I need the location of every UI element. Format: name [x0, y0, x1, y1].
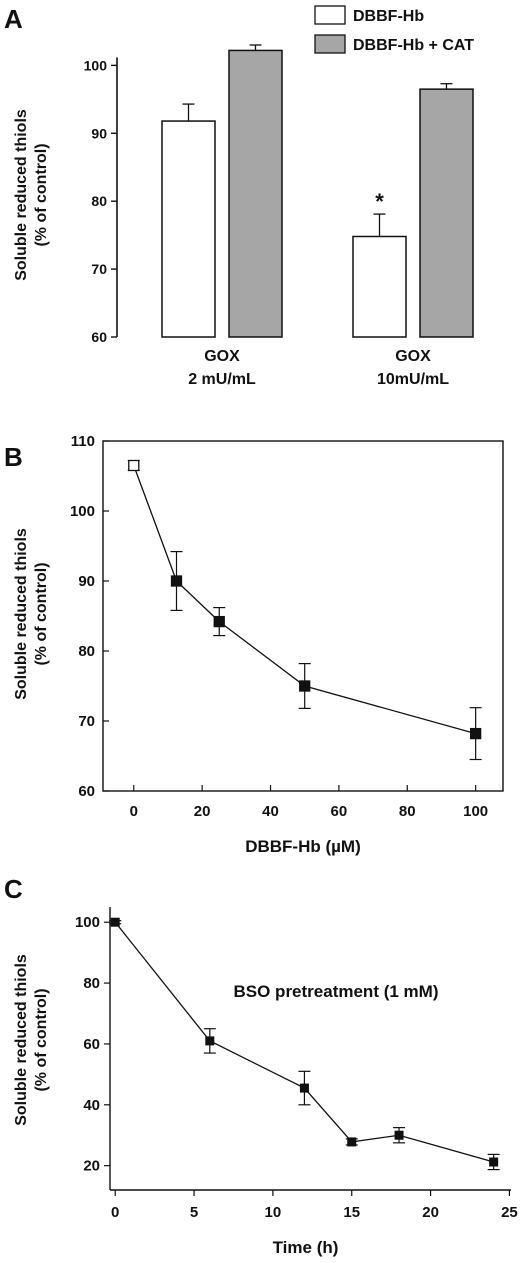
- bar-dbbf-hb: [352, 235, 407, 338]
- y-tick-label: 100: [75, 914, 100, 931]
- data-point: [469, 727, 482, 740]
- data-point: [394, 1130, 404, 1140]
- panel-b: B Soluble reduced thiols (% of control) 60 7…: [4, 433, 504, 856]
- category-label: 10mU/mL: [377, 371, 449, 388]
- data-point: [299, 680, 311, 692]
- panel-label: B: [4, 442, 23, 472]
- x-tick-label: 10: [265, 1204, 282, 1221]
- x-tick-label: 60: [331, 803, 348, 820]
- data-point: [347, 1137, 357, 1147]
- y-tick-label: 20: [83, 1158, 100, 1175]
- data-point: [213, 615, 225, 628]
- y-axis-label-line: Soluble reduced thiols: [13, 109, 30, 281]
- y-axis-label-line: (% of control): [33, 562, 50, 665]
- y-tick-label: 40: [83, 1097, 100, 1114]
- legend-label: DBBF-Hb + CAT: [353, 37, 474, 54]
- y-tick-label: 80: [91, 193, 107, 209]
- bar-dbbf-hb-cat: [228, 49, 283, 338]
- y-tick-label: 100: [70, 503, 95, 520]
- bar-dbbf-hb-cat: [419, 88, 474, 338]
- x-tick-label: 80: [399, 803, 416, 820]
- data-point: [205, 1036, 215, 1046]
- y-axis-label: Soluble reduced thiols (% of control): [13, 109, 50, 281]
- bar-dbbf-hb: [161, 120, 216, 338]
- y-tick-label: 60: [83, 1036, 100, 1053]
- y-tick-label: 100: [84, 57, 108, 73]
- y-tick-label: 80: [83, 975, 100, 992]
- legend-swatch: [314, 5, 346, 25]
- plot-frame: [102, 440, 504, 792]
- x-tick-label: 20: [422, 1204, 439, 1221]
- category-label: GOX: [204, 348, 240, 365]
- x-tick-label: 25: [501, 1204, 518, 1221]
- x-axis-label: DBBF-Hb (µM): [245, 837, 361, 856]
- y-tick-label: 80: [78, 643, 95, 660]
- category-label: GOX: [395, 348, 431, 365]
- x-tick-label: 20: [194, 803, 211, 820]
- y-tick-label: 70: [91, 261, 107, 277]
- legend-label: DBBF-Hb: [353, 8, 424, 25]
- data-point: [489, 1157, 499, 1167]
- x-axis-label: Time (h): [273, 1238, 339, 1257]
- y-axis-label: Soluble reduced thiols (% of control): [13, 528, 50, 700]
- legend-swatch: [314, 34, 346, 54]
- significance-star: *: [375, 189, 384, 214]
- y-tick-label: 110: [71, 433, 95, 450]
- series-line: [114, 921, 494, 1163]
- x-tick-label: 100: [463, 803, 488, 820]
- x-tick-label: 5: [190, 1204, 198, 1221]
- y-axis-label-line: Soluble reduced thiols: [13, 954, 30, 1126]
- x-tick-label: 40: [262, 803, 279, 820]
- panel-a: A Soluble reduced thiols (% of control) 60 7…: [4, 4, 474, 388]
- y-axis-label-line: (% of control): [33, 988, 50, 1091]
- y-tick-label: 90: [91, 125, 107, 141]
- data-point: [299, 1083, 309, 1093]
- y-axis-label-line: Soluble reduced thiols: [13, 528, 30, 700]
- y-tick-label: 70: [78, 713, 95, 730]
- y-axis-label-line: (% of control): [33, 143, 50, 246]
- category-label: 2 mU/mL: [188, 371, 256, 388]
- x-tick-label: 0: [111, 1204, 119, 1221]
- plot-annotation: BSO pretreatment (1 mM): [234, 982, 439, 1001]
- panel-c: C Soluble reduced thiols (% of control) 20 4…: [4, 874, 518, 1257]
- data-point-open: [128, 459, 140, 472]
- data-point: [110, 917, 120, 927]
- data-point: [170, 575, 183, 587]
- y-tick-label: 90: [78, 573, 95, 590]
- y-tick-label: 60: [78, 783, 95, 800]
- panel-label: C: [4, 874, 23, 904]
- x-tick-label: 15: [343, 1204, 360, 1221]
- y-tick-label: 60: [91, 329, 107, 345]
- panel-label: A: [4, 4, 23, 34]
- x-tick-label: 0: [130, 803, 138, 820]
- y-axis-label: Soluble reduced thiols (% of control): [13, 954, 50, 1126]
